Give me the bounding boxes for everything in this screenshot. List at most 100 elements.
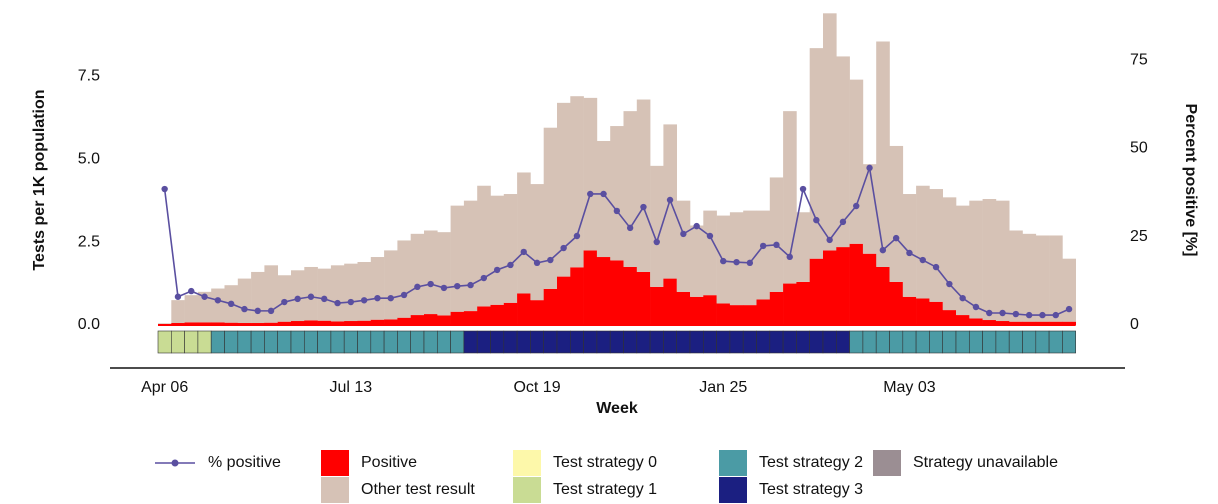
bar-segment [1062,258,1076,322]
bar-segment [397,317,411,325]
legend-label: Positive [361,454,417,471]
percent-marker [334,299,341,307]
bar-segment [530,184,544,301]
bar-segment [1009,321,1023,325]
bar-segment [583,97,598,251]
bar-segment [743,210,757,306]
percent-marker [999,309,1006,317]
bar-segment [902,194,917,297]
strategy-cell [902,330,917,354]
strategy-cell [1035,330,1050,354]
strategy-cell [516,330,531,354]
bar-segment [304,320,318,325]
y2-tick-label: 0 [1130,316,1139,333]
bar-segment [969,200,983,319]
strategy-cell [769,330,784,354]
bar-segment [995,321,1010,325]
strategy-cell [210,330,225,354]
y-axis-label: Tests per 1K population [31,89,48,270]
percent-marker [959,294,966,302]
bar-segment [437,315,451,325]
bar-segment [410,233,425,316]
strategy-cell [463,330,478,354]
strategy-cell [636,330,651,354]
strategy-cell [862,330,877,354]
bar-segment [171,300,185,324]
bar-segment [849,243,864,325]
percent-marker [626,224,634,232]
bar-segment [876,266,890,325]
bar-segment [463,311,478,325]
bar-segment [636,99,651,272]
percent-marker [520,248,527,256]
bar-segment [291,321,305,325]
bar-segment [650,286,664,325]
bar-segment [942,310,957,325]
strategy-cell [264,330,278,354]
legend-swatch [513,477,541,503]
percent-marker [161,185,168,193]
bar-segment [676,291,691,325]
percent-marker [294,295,301,303]
strategy-cell [370,330,385,354]
bar-segment [690,296,704,325]
strategy-cell [663,330,678,354]
percent-marker [972,303,980,311]
strategy-cell [569,330,584,354]
bar-segment [729,305,744,325]
bar-segment [902,296,917,325]
bar-segment [158,323,172,325]
legend-swatch [719,450,747,476]
bar-segment [424,230,438,315]
strategy-cell [583,330,598,354]
strategy-cell [157,330,172,354]
strategy-cell [649,330,664,354]
y2-axis-label: Percent positive [%] [1182,104,1199,257]
percent-marker [267,307,275,315]
percent-marker [640,203,647,211]
bar-segment [836,247,850,325]
bar-segment [197,291,212,323]
percent-marker [493,266,501,274]
bar-segment [929,189,943,302]
bar-segment [424,314,438,325]
percent-marker [866,164,873,172]
bar-segment [570,96,584,268]
bar-segment [490,304,505,325]
percent-marker [799,185,807,193]
bar-segment [517,293,531,325]
bar-segment [211,288,225,323]
bar-segment [623,111,638,267]
legend-label: Test strategy 0 [553,454,657,471]
bar-segment [703,210,717,296]
bar-segment [437,232,451,316]
strategy-cell [397,330,411,354]
bar-segment [663,278,677,325]
strategy-cell [530,330,545,354]
percent-marker [174,293,182,300]
percent-marker [347,298,355,306]
bar-segment [251,271,265,324]
percent-marker [680,230,687,238]
bar-segment [370,319,385,325]
percent-marker [653,238,660,246]
strategy-cell [303,330,318,354]
bar-segment [197,322,212,325]
percent-marker [387,294,394,302]
percent-marker [454,282,461,290]
percent-marker [440,284,448,292]
legend-label: Test strategy 3 [759,481,863,498]
strategy-cell [410,330,425,354]
strategy-cell [756,330,771,354]
bar-segment [623,266,638,325]
x-axis-label: Week [596,400,638,417]
strategy-cell [290,330,305,354]
percent-marker [946,280,953,288]
strategy-cell [676,330,691,354]
strategy-cell [556,330,571,354]
percent-marker [932,263,940,271]
percent-marker [547,256,554,264]
strategy-cell [835,330,850,354]
bar-segment [956,205,970,316]
percent-marker [746,259,754,267]
